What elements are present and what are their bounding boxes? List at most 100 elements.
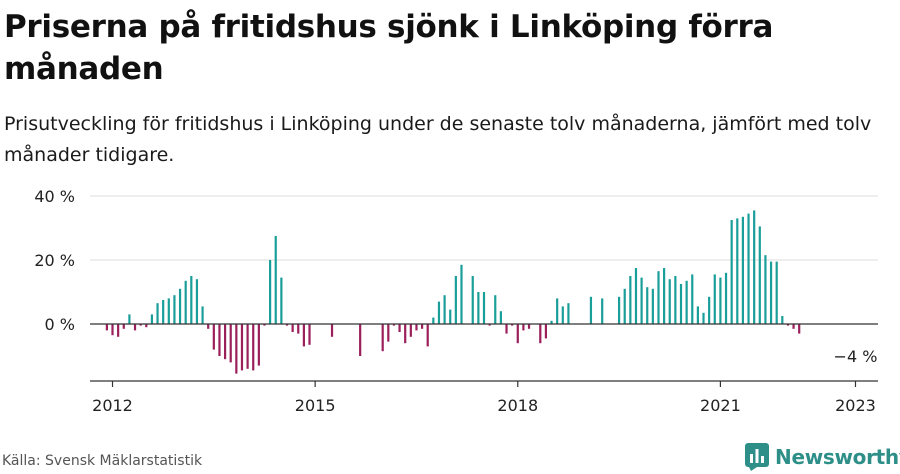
x-tick-label: 2023 [835,396,876,415]
last-value-annotation: −4 % [834,347,878,366]
bar [786,324,790,326]
bar [527,324,531,329]
bar [302,324,305,347]
bar [753,210,756,324]
bar [719,277,722,324]
bar [561,306,564,324]
bar [167,298,170,324]
bar [696,306,699,324]
bar [724,272,728,324]
bar [392,324,396,326]
bar [207,324,210,329]
bar [471,276,474,324]
bar [420,324,424,329]
bar [482,292,486,324]
bar [263,324,266,326]
bar [105,324,108,331]
bar [674,276,677,324]
y-tick-label: 40 % [34,187,75,206]
brand-name: Newsworthy [775,445,900,469]
bar [246,324,249,369]
bar [443,295,446,324]
bar [702,312,705,324]
bar [775,261,778,324]
bar [426,324,429,347]
bar-chart-logo-icon [745,443,769,471]
bar [651,288,654,324]
bar [381,324,384,352]
bar [736,218,739,324]
bar [201,306,204,324]
bar [257,324,260,366]
bar [387,324,390,342]
bar [634,268,638,324]
bar [195,279,199,324]
bar [798,324,801,334]
bar [730,220,733,324]
bar [178,288,182,324]
bar [460,264,463,324]
x-tick-label: 2018 [497,396,538,415]
bar [145,324,148,328]
grid-lines [90,195,878,261]
bar [223,324,227,360]
bar [449,309,452,324]
chart-title: Priserna på fritidshus sjönk i Linköping… [4,9,774,87]
bar [240,324,244,371]
bar [280,277,283,324]
bar [269,260,272,324]
bar [640,277,643,324]
bar [601,298,604,324]
bar [297,324,300,334]
bar [646,287,649,324]
bar [308,324,311,345]
bar [162,300,165,324]
bar [488,324,491,326]
bar [359,324,362,356]
bar [404,324,407,344]
bar [117,324,120,337]
bar [139,324,142,326]
x-tick-label: 2015 [295,396,336,415]
bar [229,324,232,363]
bar [415,324,418,331]
bar [544,324,548,339]
bar [511,324,514,326]
bar [285,324,289,326]
bar [122,324,125,329]
bar [150,314,154,324]
bar [747,213,750,324]
bar [516,324,519,344]
bar [218,324,221,356]
bar [291,324,294,332]
bar [133,324,137,331]
bar [663,268,666,324]
bar [679,284,683,324]
bar [657,271,660,324]
brand-logo: Newsworthy [745,441,900,473]
bar [764,255,767,324]
bar [539,324,542,344]
chart-subtitle: Prisutveckling för fritidshus i Linköpin… [4,113,872,166]
bar [212,324,215,350]
bar [589,296,593,324]
bar [713,274,716,324]
bar [499,311,502,324]
bar [629,276,632,324]
source-note: Källa: Svensk Mäklarstatistik [2,453,203,469]
bar [556,298,559,324]
bar [668,279,671,324]
bar [741,216,745,324]
bar [156,303,159,324]
bar [617,296,621,324]
bar [235,324,238,374]
bar [111,324,114,336]
bar [567,303,570,324]
bar [432,317,435,324]
bar [522,324,525,331]
bar [173,295,176,324]
bar [274,236,277,324]
bar [708,296,711,324]
bar [769,261,773,324]
